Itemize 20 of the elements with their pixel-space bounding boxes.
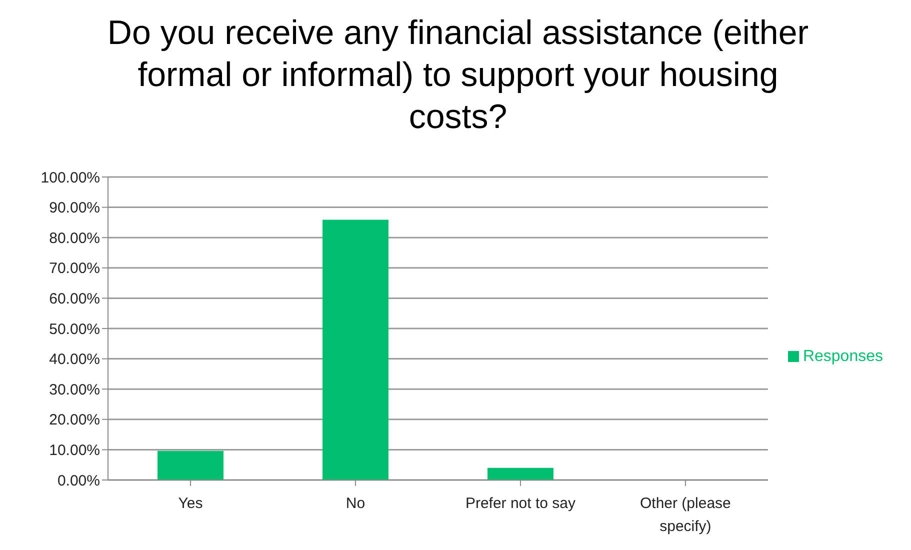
bar [322, 220, 388, 480]
legend-label: Responses [802, 348, 883, 365]
x-tick-label: Yes [178, 495, 203, 512]
x-tick-label: No [346, 495, 366, 512]
y-tick-label: 20.00% [49, 412, 100, 429]
y-tick-label: 30.00% [49, 381, 100, 398]
chart-title: Do you receive any financial assistance (either formal or informal) to support your housing costs? [107, 14, 809, 136]
bar [487, 468, 554, 480]
x-tick-label: Prefer not to say [465, 495, 576, 512]
x-tick-label: Other (please specify) [640, 495, 731, 535]
y-tick-label: 70.00% [49, 260, 100, 278]
y-tick-label: 60.00% [49, 290, 100, 308]
bar [157, 450, 224, 480]
y-tick-label: 80.00% [49, 230, 100, 247]
y-tick-label: 10.00% [49, 442, 100, 460]
y-tick-label: 0.00% [57, 472, 100, 490]
y-tick-label: 100.00% [40, 169, 100, 186]
y-tick-label: 40.00% [49, 351, 100, 368]
y-tick-label: 90.00% [49, 200, 100, 217]
y-tick-label: 50.00% [49, 320, 100, 338]
